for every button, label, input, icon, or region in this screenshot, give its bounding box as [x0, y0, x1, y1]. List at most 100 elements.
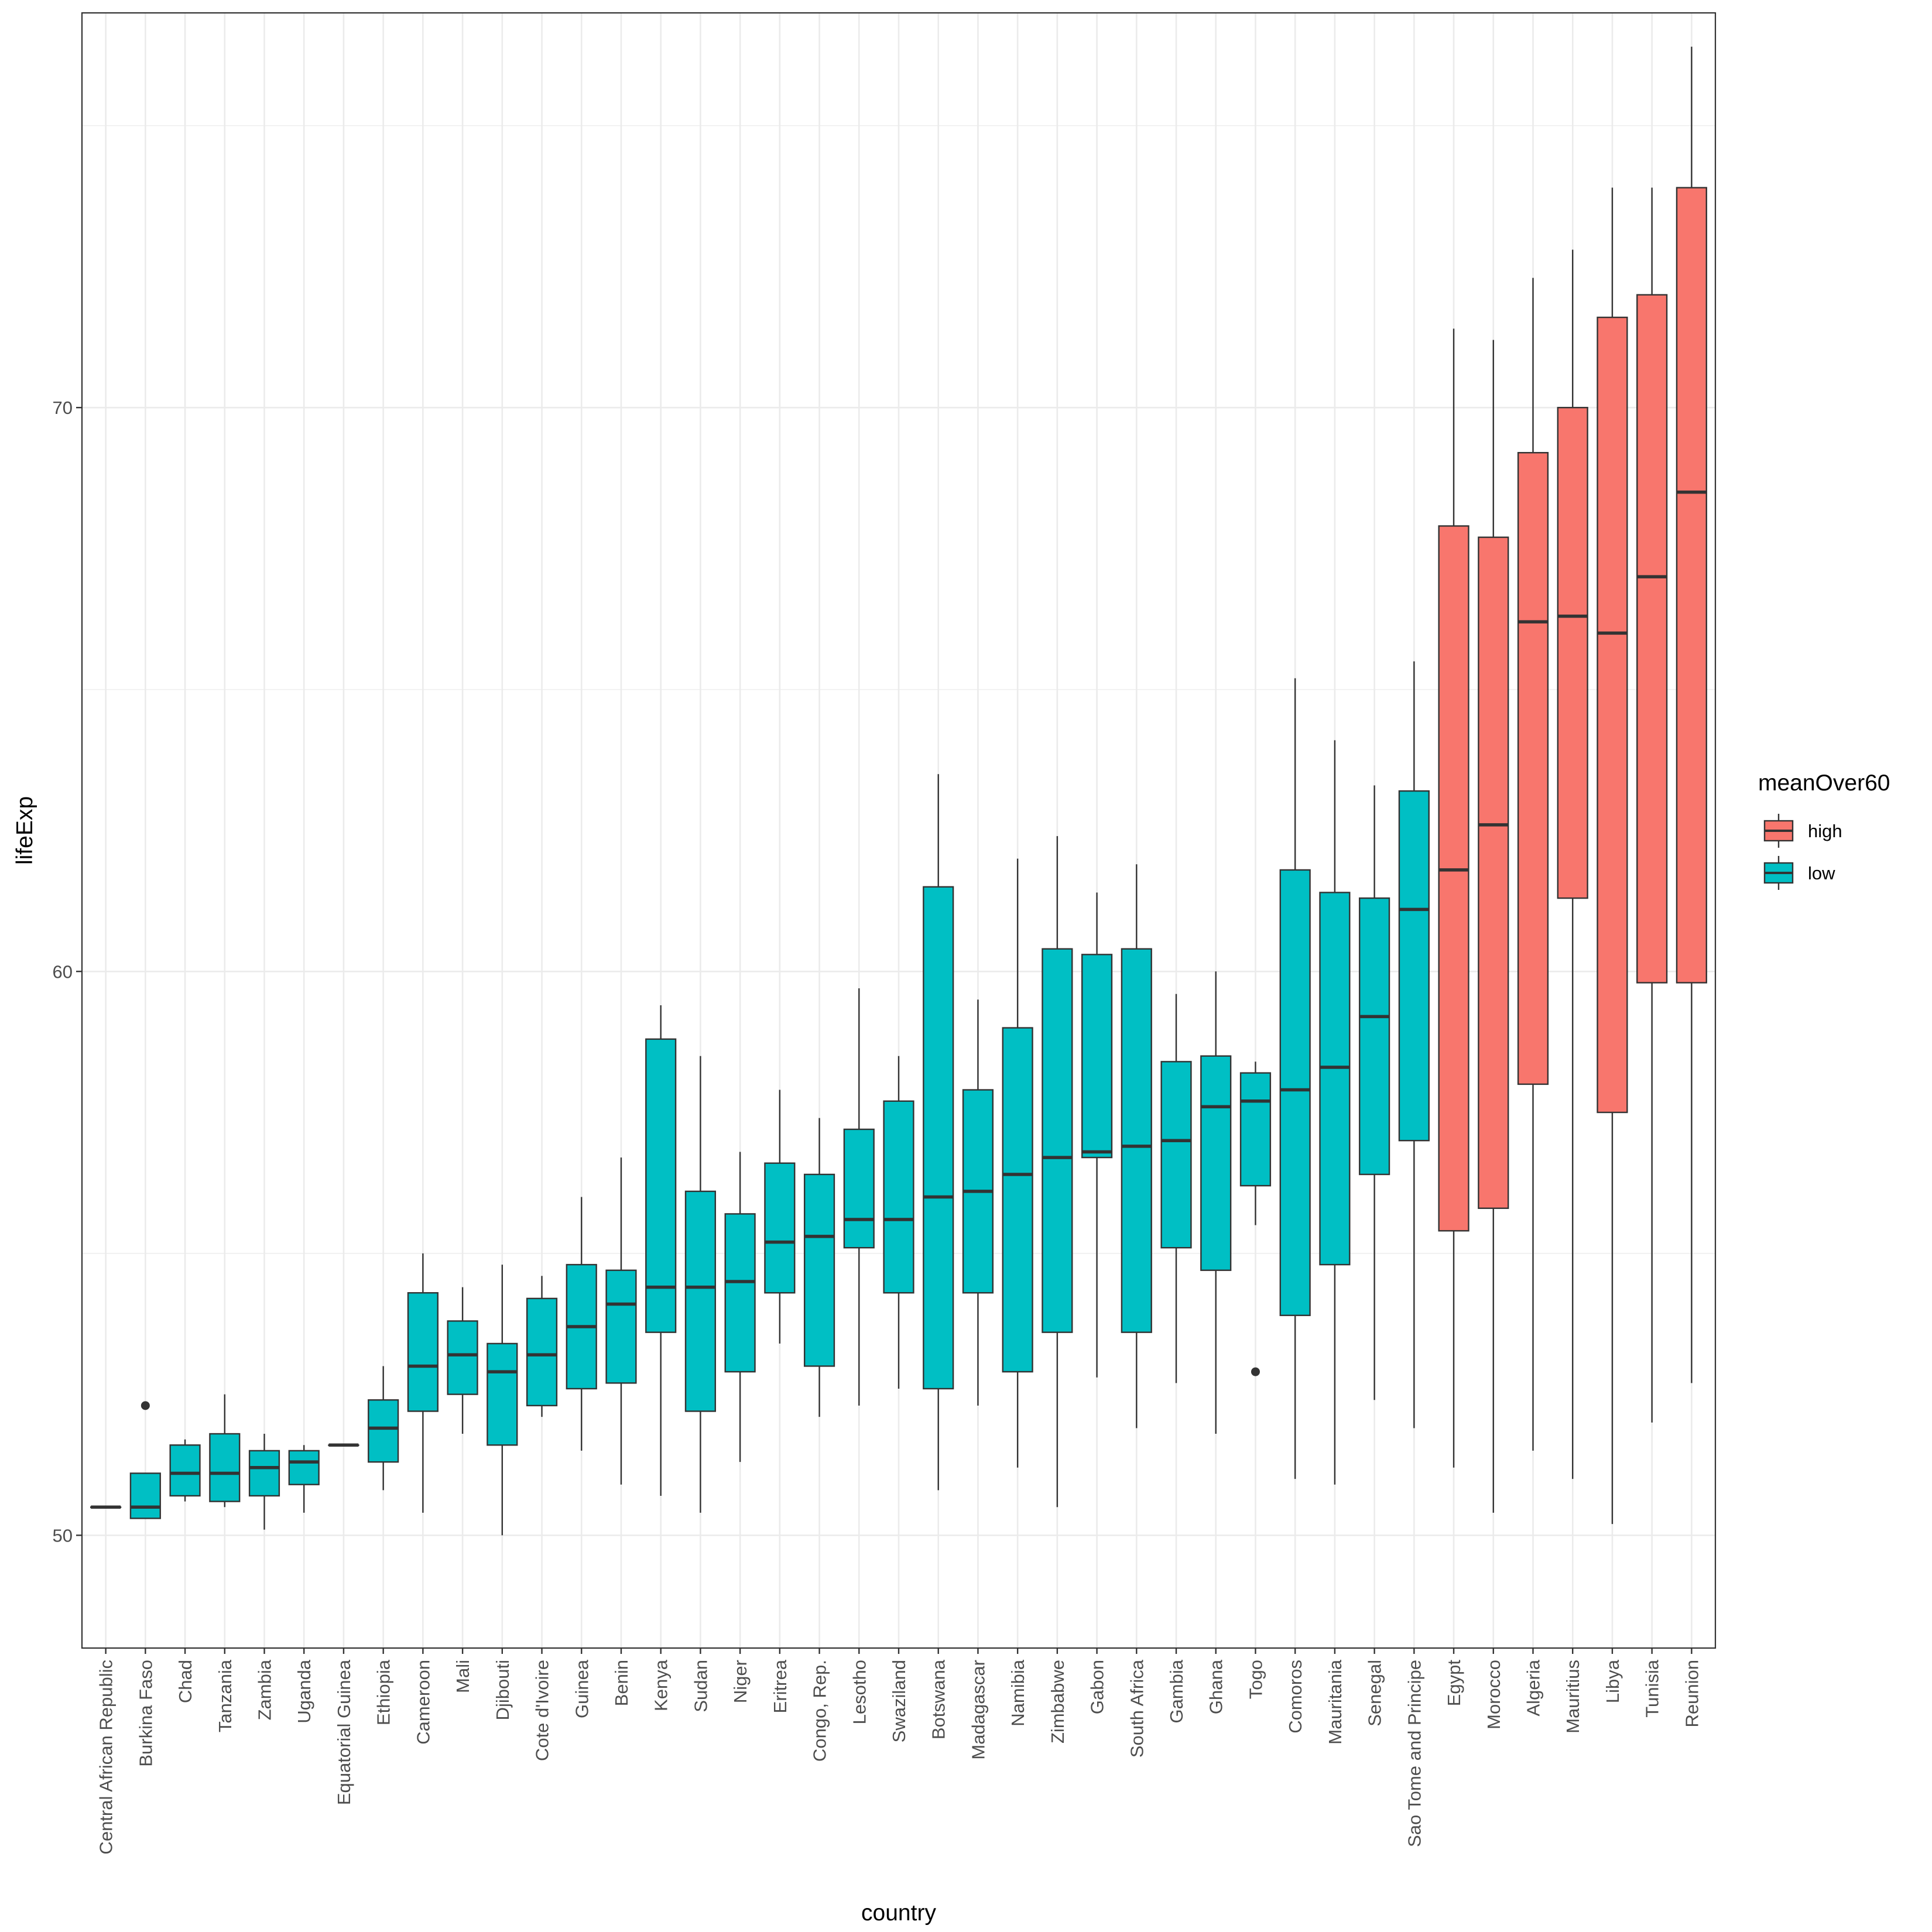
x-tick-label: Chad — [175, 1660, 196, 1703]
box-body — [447, 1320, 478, 1395]
x-tick-label: Swaziland — [889, 1660, 909, 1742]
box-morocco — [1478, 340, 1509, 1513]
box-cameroon — [407, 1253, 439, 1513]
x-tick-label: Zambia — [255, 1659, 275, 1720]
box-kenya — [645, 1005, 677, 1496]
box-body — [1279, 869, 1311, 1316]
x-tick-label: Central African Republic — [96, 1660, 117, 1855]
box-ethiopia — [368, 1366, 399, 1491]
box-reunion — [1676, 46, 1707, 1383]
x-tick-label: Namibia — [1008, 1659, 1028, 1726]
x-tick-label: Libya — [1602, 1659, 1623, 1703]
box-algeria — [1517, 278, 1549, 1451]
box-body — [1081, 954, 1113, 1159]
x-tick-label: Burkina Faso — [135, 1660, 156, 1767]
x-tick-label: Mali — [453, 1660, 473, 1693]
x-tick-label: Tanzania — [215, 1659, 235, 1732]
box-uganda — [288, 1445, 320, 1513]
box-body — [684, 1190, 717, 1412]
box-body — [1359, 897, 1390, 1176]
box-zambia — [248, 1434, 280, 1530]
box-body — [1121, 948, 1152, 1333]
box-body — [724, 1213, 756, 1373]
x-tick-label: Ghana — [1206, 1659, 1227, 1714]
x-tick-label: Zimbabwe — [1047, 1660, 1068, 1743]
box-body — [803, 1173, 835, 1367]
box-togo — [1239, 1061, 1272, 1376]
x-tick-label: Morocco — [1484, 1660, 1504, 1729]
box-body — [1160, 1061, 1192, 1249]
box-body — [764, 1162, 796, 1294]
box-gambia — [1160, 994, 1192, 1383]
box-egypt — [1438, 328, 1469, 1468]
box-senegal — [1359, 785, 1390, 1400]
x-tick-label: Eritrea — [770, 1659, 790, 1713]
box-botswana — [923, 774, 954, 1491]
box-cote-d-ivoire — [526, 1276, 558, 1417]
x-tick-label: Kenya — [651, 1659, 672, 1711]
y-axis-title: lifeExp — [12, 796, 37, 865]
box-body — [605, 1269, 637, 1384]
legend-entry-high: high — [1762, 814, 1842, 848]
box-body — [923, 886, 954, 1390]
box-series — [90, 46, 1707, 1536]
box-mali — [447, 1287, 478, 1434]
box-body — [1636, 294, 1668, 984]
box-body — [1398, 790, 1430, 1142]
box-body — [209, 1433, 241, 1502]
box-body — [407, 1292, 439, 1412]
box-sudan — [684, 1056, 717, 1513]
x-tick-label: Madagascar — [968, 1660, 988, 1760]
x-tick-label: Mauritius — [1563, 1660, 1583, 1734]
box-chad — [169, 1439, 201, 1502]
box-namibia — [1002, 858, 1033, 1468]
box-body — [248, 1450, 280, 1497]
x-tick-label: Togo — [1245, 1660, 1266, 1699]
outlier-point — [141, 1401, 150, 1410]
box-south-africa — [1121, 864, 1152, 1429]
x-tick-label: Senegal — [1365, 1660, 1385, 1727]
y-tick-label: 50 — [53, 1525, 73, 1546]
axes: 50 60 70 Central African Republic Burkina Fa… — [53, 398, 1703, 1854]
box-body — [169, 1444, 201, 1497]
x-tick-label: Benin — [611, 1660, 632, 1706]
box-swaziland — [883, 1056, 914, 1389]
box-body — [1239, 1072, 1272, 1187]
box-body — [1557, 406, 1588, 899]
x-tick-label: Cameroon — [413, 1660, 433, 1745]
x-tick-label: Gambia — [1166, 1659, 1187, 1723]
box-djibouti — [487, 1265, 518, 1536]
box-body — [1597, 316, 1628, 1114]
x-tick-label: Comoros — [1285, 1660, 1306, 1734]
x-tick-label: Ethiopia — [374, 1659, 394, 1725]
box-body — [645, 1038, 677, 1333]
box-tanzania — [209, 1394, 241, 1508]
box-benin — [605, 1157, 637, 1485]
y-tick-label: 60 — [53, 961, 73, 982]
box-sao-tome-and-principe — [1398, 661, 1430, 1429]
x-tick-label: Lesotho — [849, 1660, 869, 1724]
box-central-african-republic — [90, 1505, 122, 1509]
box-guinea — [566, 1197, 597, 1451]
box-tunisia — [1636, 187, 1668, 1423]
x-tick-label: Gabon — [1087, 1660, 1108, 1714]
box-body — [1676, 187, 1707, 984]
x-tick-label: Djibouti — [492, 1660, 513, 1720]
box-lesotho — [843, 988, 875, 1406]
x-tick-label: Cote d'Ivoire — [532, 1660, 553, 1761]
legend: meanOver60 high low — [1758, 770, 1890, 890]
box-comoros — [1279, 678, 1311, 1479]
box-zimbabwe — [1042, 836, 1073, 1508]
x-tick-label: Equatorial Guinea — [334, 1659, 354, 1805]
outlier-point — [1251, 1367, 1260, 1376]
legend-label: high — [1808, 821, 1842, 841]
y-tick-label: 70 — [53, 398, 73, 418]
x-tick-label: Congo, Rep. — [810, 1660, 830, 1762]
box-burkina-faso — [129, 1401, 161, 1519]
box-eritrea — [764, 1090, 796, 1344]
x-tick-label: Sudan — [690, 1660, 711, 1712]
x-tick-label: Uganda — [294, 1659, 314, 1723]
box-ghana — [1200, 971, 1232, 1434]
box-body — [288, 1450, 320, 1485]
x-tick-label: Algeria — [1523, 1659, 1543, 1716]
